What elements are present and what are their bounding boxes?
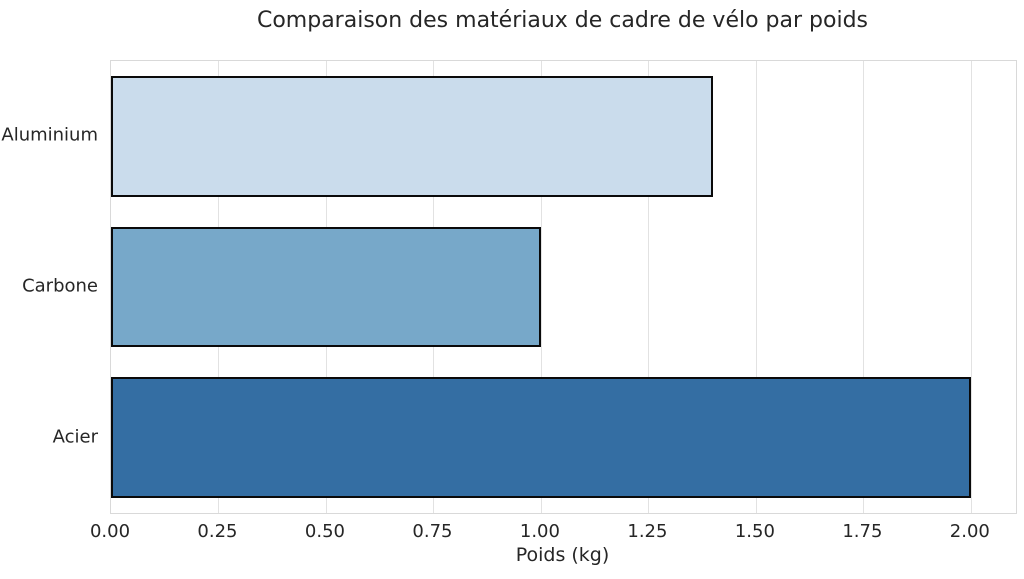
chart-title: Comparaison des matériaux de cadre de vé… [256,8,868,33]
x-axis-label: Poids (kg) [515,544,610,566]
plot-area [110,60,1017,514]
x-tick-label: 0.00 [89,521,131,542]
bar-aluminium [111,76,713,197]
y-tick-label-acier: Acier [52,426,98,448]
x-tick-label: 1.00 [519,521,560,542]
gridline [863,61,865,513]
y-tick-label-carbone: Carbone [22,275,98,297]
x-tick-label: 0.75 [412,521,453,542]
x-tick-label: 0.50 [304,521,345,542]
x-tick-label: 0.25 [197,521,238,542]
y-tick-label-aluminium: Aluminium [1,124,98,146]
gridline [540,61,542,513]
x-tick-label: 1.25 [627,521,668,542]
x-tick-label: 2.00 [949,521,990,542]
x-tick-label: 1.50 [734,521,775,542]
gridline [648,61,650,513]
gridline [970,61,972,513]
bar-carbone [111,226,541,348]
x-tick-label: 1.75 [842,521,883,542]
gridline [755,61,757,513]
bar-acier [111,377,971,498]
y-axis-tick-labels: Aluminium Carbone Acier [0,60,98,512]
